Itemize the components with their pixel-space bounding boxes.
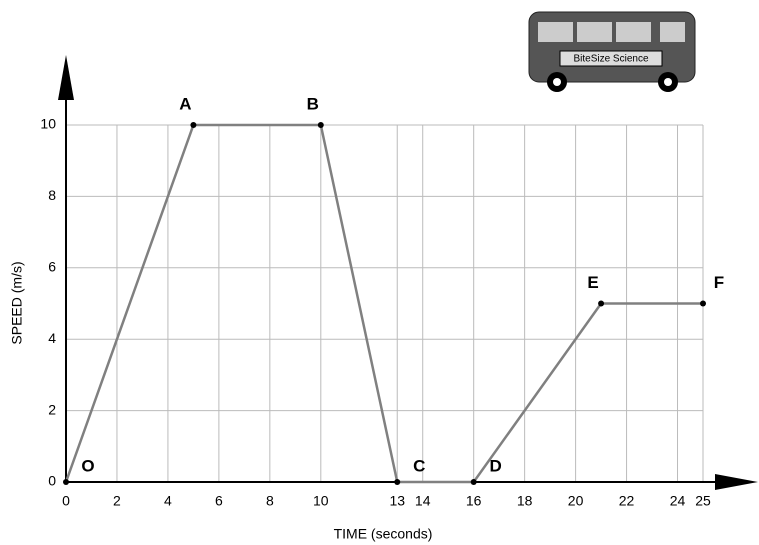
point-label: A [179, 94, 191, 113]
x-tick-label: 24 [670, 493, 686, 509]
chart: TIME (seconds) SPEED (m/s) BiteSize Scie… [0, 0, 759, 545]
speed-line [66, 125, 703, 482]
point-label: F [714, 273, 724, 292]
point [318, 122, 324, 128]
y-tick-label: 0 [48, 473, 56, 489]
x-tick-label: 10 [313, 493, 329, 509]
x-tick-label: 18 [517, 493, 533, 509]
bus-logo [529, 12, 695, 92]
point-label: C [413, 456, 425, 475]
point [63, 479, 69, 485]
y-tick-label: 10 [40, 116, 56, 132]
x-tick-label: 13 [389, 493, 405, 509]
x-tick-label: 6 [215, 493, 223, 509]
point [394, 479, 400, 485]
y-axis-arrow [58, 55, 74, 100]
point [700, 301, 706, 307]
point [190, 122, 196, 128]
y-tick-label: 2 [48, 401, 56, 417]
x-tick-label: 25 [695, 493, 711, 509]
point-label: D [490, 456, 502, 475]
x-tick-label: 20 [568, 493, 584, 509]
y-tick-label: 6 [48, 259, 56, 275]
y-axis-label: SPEED (m/s) [9, 261, 25, 344]
point-label: B [307, 94, 319, 113]
x-tick-label: 22 [619, 493, 635, 509]
logo-text: BiteSize Science [573, 54, 648, 65]
x-tick-label: 8 [266, 493, 274, 509]
x-tick-label: 0 [62, 493, 70, 509]
x-tick-label: 2 [113, 493, 121, 509]
point-label: E [587, 273, 598, 292]
point [598, 301, 604, 307]
x-tick-label: 14 [415, 493, 431, 509]
x-tick-label: 4 [164, 493, 172, 509]
x-axis-arrow [715, 474, 758, 490]
y-tick-label: 4 [48, 330, 56, 346]
point [471, 479, 477, 485]
y-tick-label: 8 [48, 187, 56, 203]
x-tick-label: 16 [466, 493, 482, 509]
x-axis-label: TIME (seconds) [334, 526, 433, 542]
point-label: O [81, 456, 94, 475]
